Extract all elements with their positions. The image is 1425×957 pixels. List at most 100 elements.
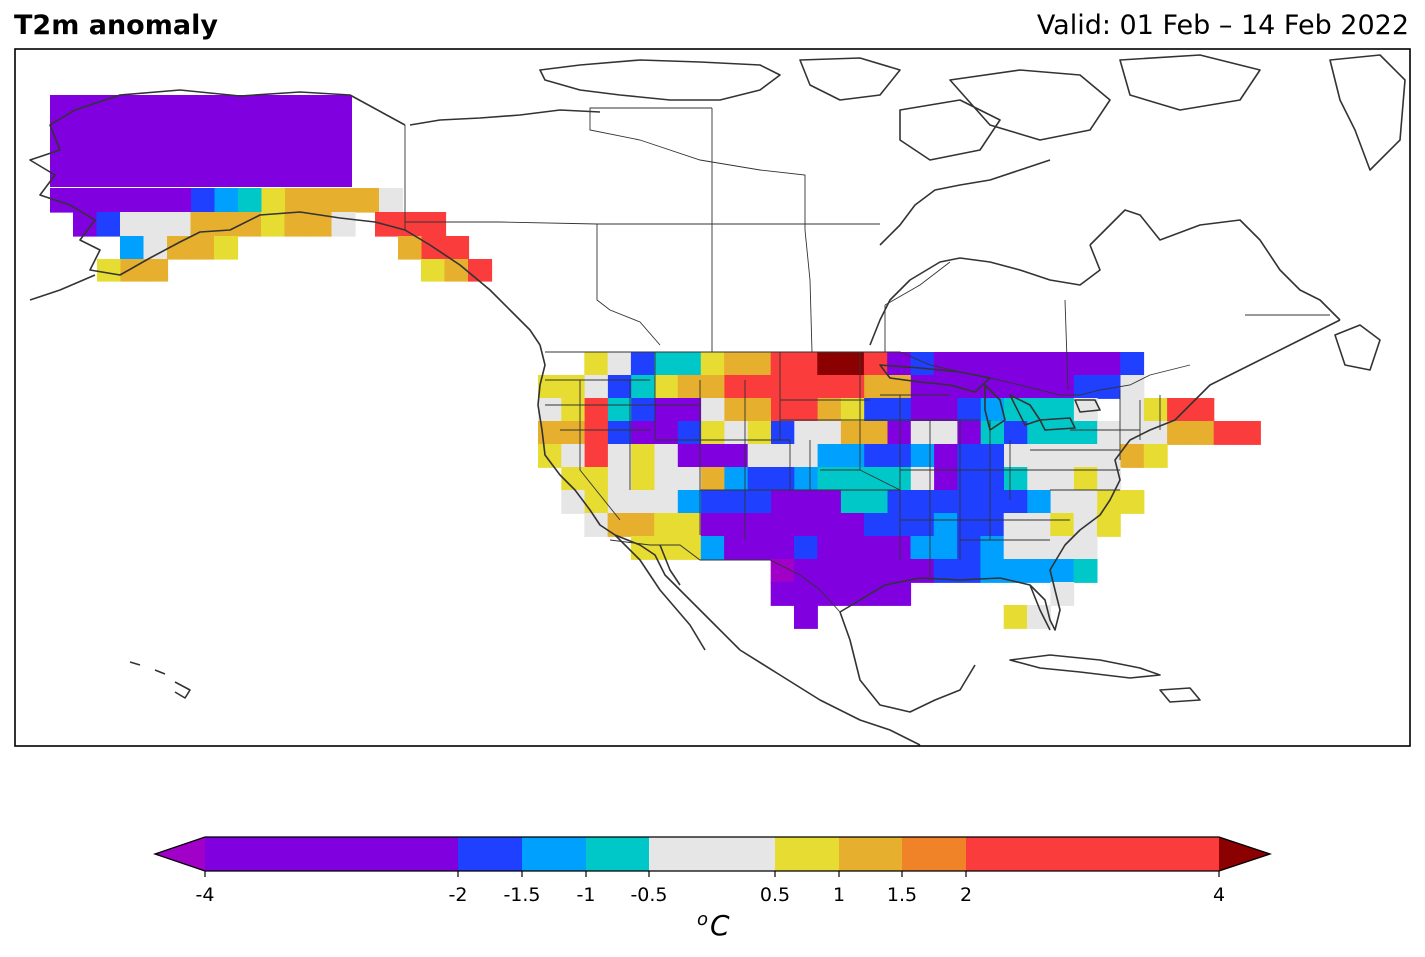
anomaly-cell xyxy=(910,444,935,468)
anomaly-cell xyxy=(770,513,795,537)
anomaly-cell xyxy=(561,444,586,468)
anomaly-cell xyxy=(771,490,795,514)
anomaly-cell xyxy=(120,236,145,260)
colorbar xyxy=(152,836,1273,872)
anomaly-cell xyxy=(630,536,655,560)
anomaly-cell xyxy=(584,375,609,399)
anomaly-cell xyxy=(631,375,656,399)
anomaly-cell xyxy=(285,188,310,213)
colorbar-bin xyxy=(839,837,902,871)
anomaly-cell xyxy=(771,467,795,491)
anomaly-cell xyxy=(980,467,1005,491)
anomaly-cell xyxy=(817,467,842,491)
anomaly-cell xyxy=(934,398,958,422)
anomaly-cell xyxy=(677,421,702,445)
anomaly-cell xyxy=(794,375,819,399)
borders xyxy=(404,107,1330,613)
anomaly-cell xyxy=(1190,421,1215,445)
anomaly-cell xyxy=(771,375,795,399)
anomaly-cell xyxy=(654,467,679,491)
anomaly-cell xyxy=(677,444,702,468)
anomaly-cell xyxy=(910,421,935,445)
anomaly-cell xyxy=(1027,467,1052,491)
anomaly-cell xyxy=(794,582,818,606)
anomaly-cell xyxy=(771,444,795,468)
anomaly-cell xyxy=(1143,398,1168,422)
anomaly-cell xyxy=(1050,467,1075,491)
anomaly-cell xyxy=(794,421,819,445)
anomaly-cell xyxy=(817,421,842,445)
anomaly-cell xyxy=(445,236,470,260)
anomaly-cell xyxy=(1003,352,1028,376)
anomaly-cell xyxy=(747,444,772,468)
anomaly-cell xyxy=(120,188,145,213)
anomaly-cell xyxy=(980,421,1005,445)
anomaly-cell xyxy=(1143,444,1168,468)
anomaly-cell xyxy=(1073,398,1098,422)
anomaly-cell xyxy=(980,513,1005,537)
anomaly-cell xyxy=(607,444,632,468)
anomaly-cell xyxy=(1097,375,1122,399)
anomaly-cell xyxy=(238,188,263,213)
anomaly-cell xyxy=(980,352,1005,376)
anomaly-cell xyxy=(817,490,842,514)
colorbar-tick-label: -0.5 xyxy=(630,884,667,906)
anomaly-cell xyxy=(1004,490,1028,514)
anomaly-cell xyxy=(654,375,679,399)
anomaly-cell xyxy=(840,421,865,445)
anomaly-cell xyxy=(1027,536,1051,560)
anomaly-cell xyxy=(214,188,239,213)
anomaly-cell xyxy=(864,398,889,422)
anomaly-cell xyxy=(770,559,795,583)
anomaly-cell xyxy=(1120,398,1145,422)
anomaly-cell xyxy=(794,559,818,583)
anomaly-cell xyxy=(1120,490,1145,514)
anomaly-cell xyxy=(887,352,912,376)
colorbar-tick-label: 4 xyxy=(1213,884,1225,906)
anomaly-cell xyxy=(1027,490,1052,514)
unit-base: C xyxy=(710,909,730,942)
colorbar-over-extend xyxy=(1219,837,1270,871)
anomaly-cell xyxy=(1050,421,1075,445)
anomaly-cell xyxy=(701,421,725,445)
anomaly-cell xyxy=(840,467,865,491)
anomaly-cell xyxy=(794,513,818,537)
anomaly-cell xyxy=(538,375,562,399)
anomaly-cell xyxy=(794,444,819,468)
anomaly-cell xyxy=(957,398,982,422)
anomaly-cell xyxy=(1073,421,1098,445)
anomaly-cell xyxy=(840,375,865,399)
anomaly-cell xyxy=(840,444,865,468)
anomaly-cell xyxy=(980,444,1005,468)
anomaly-cell xyxy=(631,444,656,468)
anomaly-cell xyxy=(840,490,865,514)
anomaly-cell xyxy=(97,259,122,282)
anomaly-cell xyxy=(1027,398,1052,422)
anomaly-cell xyxy=(887,375,912,399)
anomaly-cell xyxy=(1120,352,1145,376)
anomaly-cell xyxy=(701,444,725,468)
anomaly-cell xyxy=(584,444,609,468)
anomaly-cell xyxy=(887,444,912,468)
anomaly-cell xyxy=(887,490,912,514)
anomaly-cell xyxy=(957,490,982,514)
anomaly-cell xyxy=(747,490,772,514)
anomaly-cell xyxy=(261,212,286,237)
coastlines xyxy=(29,54,1406,746)
anomaly-cell xyxy=(1050,398,1075,422)
anomaly-cell xyxy=(1004,444,1028,468)
anomaly-cell xyxy=(1097,467,1122,491)
anomaly-cell xyxy=(887,421,912,445)
anomaly-cell xyxy=(308,188,333,213)
anomaly-cell xyxy=(887,398,912,422)
anomaly-cell xyxy=(934,490,958,514)
anomaly-cell xyxy=(284,212,309,237)
anomaly-cell xyxy=(1097,421,1122,445)
anomaly-cell xyxy=(538,444,562,468)
anomaly-cell xyxy=(214,212,239,237)
anomaly-cell xyxy=(167,236,192,260)
anomaly-cell xyxy=(701,490,725,514)
anomaly-cell xyxy=(1003,536,1028,560)
anomaly-cell xyxy=(677,536,702,560)
